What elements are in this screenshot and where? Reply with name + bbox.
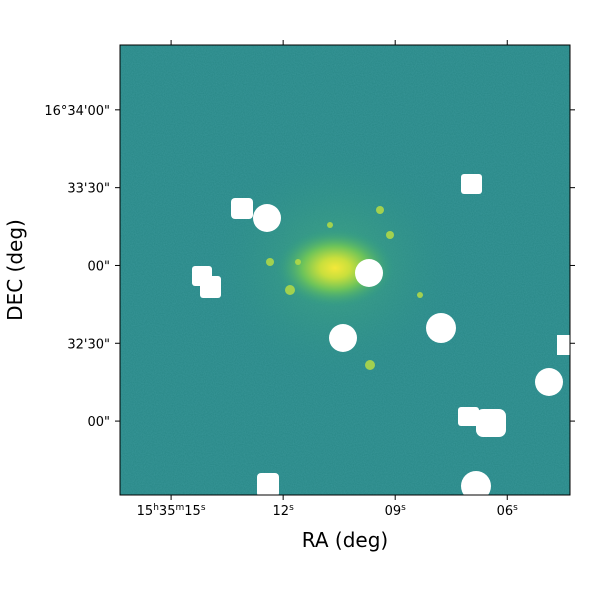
y-tick-label: 16°34'00" (44, 104, 110, 119)
x-axis-label: RA (deg) (302, 528, 388, 552)
y-tick-label: 00" (87, 259, 110, 274)
x-tick-label: 12s (273, 503, 295, 519)
image (120, 45, 570, 495)
y-tick-label: 00" (87, 415, 110, 430)
x-tick-label: 09s (385, 503, 407, 519)
y-tick-label: 33'30" (67, 182, 110, 197)
y-tick-label: 32'30" (67, 337, 110, 352)
x-tick-label: 15h35m15s (137, 503, 206, 519)
plot-frame (119, 44, 571, 496)
x-tick-label: 06s (497, 503, 519, 519)
y-axis-label: DEC (deg) (3, 219, 27, 321)
